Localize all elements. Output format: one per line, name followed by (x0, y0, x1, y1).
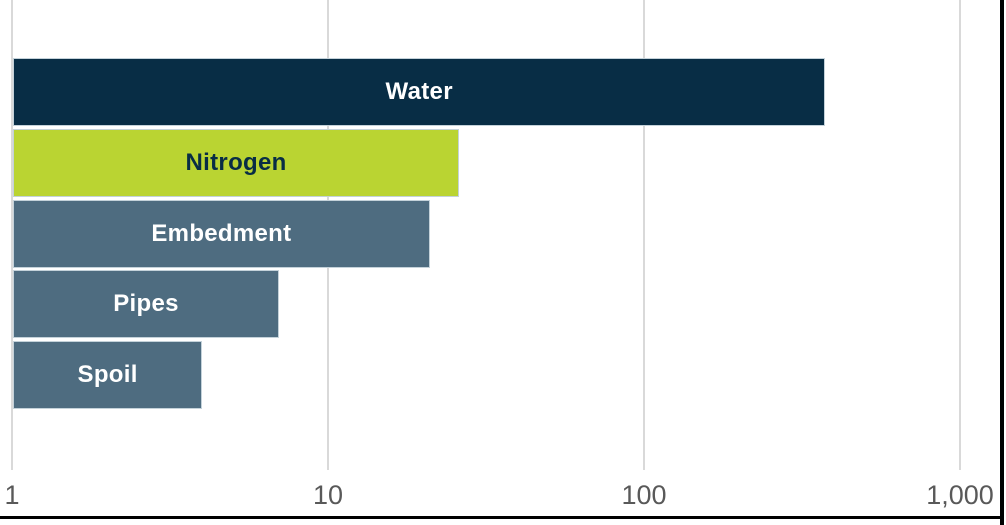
bar-label-pipes: Pipes (113, 290, 179, 318)
gridline-1 (11, 0, 13, 470)
x-tick-label-1: 1 (4, 480, 20, 510)
bar-water: Water (13, 58, 826, 126)
bar-label-water: Water (385, 78, 453, 105)
image-frame-bottom-border (0, 516, 1004, 519)
bar-nitrogen: Nitrogen (13, 128, 460, 197)
bar-embedment: Embedment (13, 199, 430, 268)
bar-spoil: Spoil (13, 341, 203, 409)
x-tick-label-10: 10 (312, 480, 344, 510)
x-tick-label-100: 100 (621, 480, 667, 510)
gridline-100 (643, 0, 645, 470)
bar-label-spoil: Spoil (77, 361, 138, 388)
bar-label-nitrogen: Nitrogen (185, 148, 287, 176)
gridline-1000 (959, 0, 961, 470)
bar-label-embedment: Embedment (151, 219, 292, 247)
image-frame-right-border (1000, 0, 1004, 525)
x-tick-label-1000: 1,000 (926, 480, 994, 510)
bar-pipes: Pipes (13, 270, 280, 339)
